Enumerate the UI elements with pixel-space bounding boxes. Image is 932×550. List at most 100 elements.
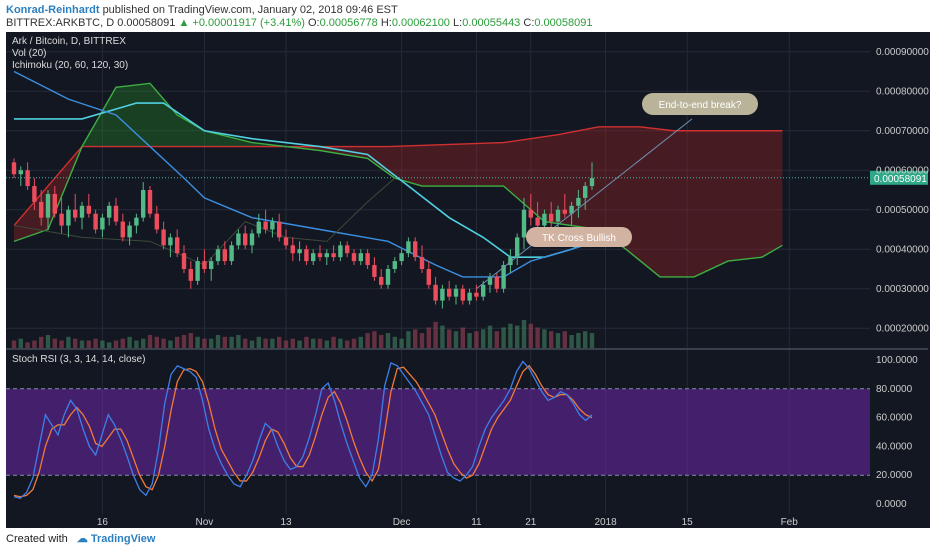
volume-bar bbox=[168, 340, 173, 348]
candle-body bbox=[542, 213, 547, 226]
volume-bar bbox=[277, 336, 282, 348]
volume-bar bbox=[107, 342, 112, 348]
volume-bar bbox=[331, 336, 336, 348]
candle-body bbox=[229, 245, 234, 262]
volume-bar bbox=[59, 340, 64, 348]
open-value: 0.00056778 bbox=[319, 17, 378, 29]
candle-body bbox=[215, 249, 221, 262]
volume-bar bbox=[406, 331, 411, 348]
volume-bar bbox=[535, 327, 540, 348]
volume-bar bbox=[270, 338, 275, 348]
candle-body bbox=[317, 253, 323, 258]
volume-bar bbox=[209, 338, 214, 348]
volume-bar bbox=[474, 331, 479, 348]
candle-body bbox=[113, 205, 119, 222]
candle-body bbox=[555, 209, 561, 222]
volume-bar bbox=[385, 333, 391, 348]
volume-bar bbox=[297, 340, 302, 348]
volume-bar bbox=[134, 340, 139, 348]
candle-body bbox=[277, 221, 282, 238]
rsi-tick-label: 40.0000 bbox=[876, 441, 913, 452]
volume-bar bbox=[304, 336, 309, 348]
volume-bar bbox=[419, 333, 425, 348]
author-link[interactable]: Konrad-Reinhardt bbox=[6, 4, 100, 16]
price-tick-label: 0.00090000 bbox=[876, 47, 929, 58]
created-with-text: Created with bbox=[6, 533, 68, 545]
volume-bar bbox=[120, 338, 125, 348]
candle-body bbox=[460, 288, 465, 301]
time-tick-label: Dec bbox=[393, 517, 411, 528]
volume-bar bbox=[11, 340, 17, 348]
candle-body bbox=[392, 261, 397, 269]
volume-bar bbox=[453, 331, 459, 348]
candle-body bbox=[535, 217, 540, 226]
last-price-tag bbox=[870, 170, 928, 185]
candle-body bbox=[406, 241, 411, 254]
kijun-line bbox=[14, 102, 600, 258]
candle-body bbox=[399, 253, 404, 262]
volume-bar bbox=[392, 336, 397, 348]
volume-bar bbox=[39, 336, 44, 348]
ohlc-line: BITTREX:ARKBTC, D 0.00058091 ▲ +0.000019… bbox=[6, 17, 593, 29]
candle-body bbox=[175, 237, 180, 254]
candle-body bbox=[447, 288, 452, 297]
publish-line: Konrad-Reinhardt published on TradingVie… bbox=[6, 4, 398, 16]
candle-body bbox=[154, 213, 159, 230]
candle-body bbox=[583, 186, 588, 198]
price-tick-label: 0.00080000 bbox=[876, 86, 929, 97]
high-value: 0.00062100 bbox=[391, 17, 450, 29]
candle-body bbox=[73, 209, 78, 218]
candle-body bbox=[249, 233, 255, 246]
volume-bar bbox=[562, 331, 567, 348]
time-axis-bg bbox=[6, 514, 930, 528]
price-tick-label: 0.00030000 bbox=[876, 284, 929, 295]
volume-bar bbox=[32, 340, 37, 348]
candle-body bbox=[311, 253, 316, 262]
candle-body bbox=[569, 205, 574, 214]
candle-body bbox=[256, 221, 261, 234]
volume-bar bbox=[521, 320, 527, 348]
tradingview-logo[interactable]: ☁ TradingView bbox=[76, 533, 156, 545]
volume-bar bbox=[127, 336, 132, 348]
volume-bar bbox=[249, 340, 255, 348]
candle-body bbox=[338, 245, 343, 258]
candle-body bbox=[168, 237, 173, 246]
last-price-label: 0.00058091 bbox=[874, 174, 927, 185]
candle-body bbox=[324, 253, 329, 258]
candle-body bbox=[263, 221, 268, 230]
rsi-tick-label: 60.0000 bbox=[876, 413, 913, 424]
candle-body bbox=[32, 186, 37, 202]
volume-bar bbox=[317, 338, 323, 348]
volume-bar bbox=[447, 329, 452, 348]
volume-bar bbox=[494, 331, 499, 348]
candle-body bbox=[379, 276, 384, 285]
candle-body bbox=[243, 233, 248, 246]
candle-body bbox=[283, 237, 289, 246]
candle-body bbox=[297, 249, 302, 254]
published-text: published on TradingView.com, January 02… bbox=[102, 4, 398, 16]
rsi-tick-label: 80.0000 bbox=[876, 384, 913, 395]
volume-bar bbox=[467, 333, 472, 348]
volume-bar bbox=[215, 334, 221, 348]
candle-body bbox=[209, 261, 214, 269]
volume-bar bbox=[73, 338, 78, 348]
volume-bar bbox=[161, 338, 166, 348]
volume-bar bbox=[222, 336, 227, 348]
rsi-tick-label: 20.0000 bbox=[876, 470, 913, 481]
volume-bar bbox=[283, 340, 289, 348]
volume-bar bbox=[147, 334, 153, 348]
rsi-tick-label: 100.0000 bbox=[876, 355, 918, 366]
price-tick-label: 0.00020000 bbox=[876, 323, 929, 334]
chart-canvas[interactable]: 0.00058091 End-to-end break? TK Cross Bull… bbox=[0, 30, 932, 530]
volume-bar bbox=[229, 336, 234, 348]
volume-bar bbox=[45, 334, 51, 348]
candle-body bbox=[181, 253, 187, 269]
candle-body bbox=[481, 284, 486, 297]
candle-body bbox=[426, 269, 431, 285]
volume-bar bbox=[358, 336, 363, 348]
volume-bar bbox=[195, 336, 200, 348]
volume-bar bbox=[202, 338, 207, 348]
close-value: 0.00058091 bbox=[534, 17, 593, 29]
candle-body bbox=[474, 292, 479, 297]
candle-body bbox=[93, 213, 98, 230]
